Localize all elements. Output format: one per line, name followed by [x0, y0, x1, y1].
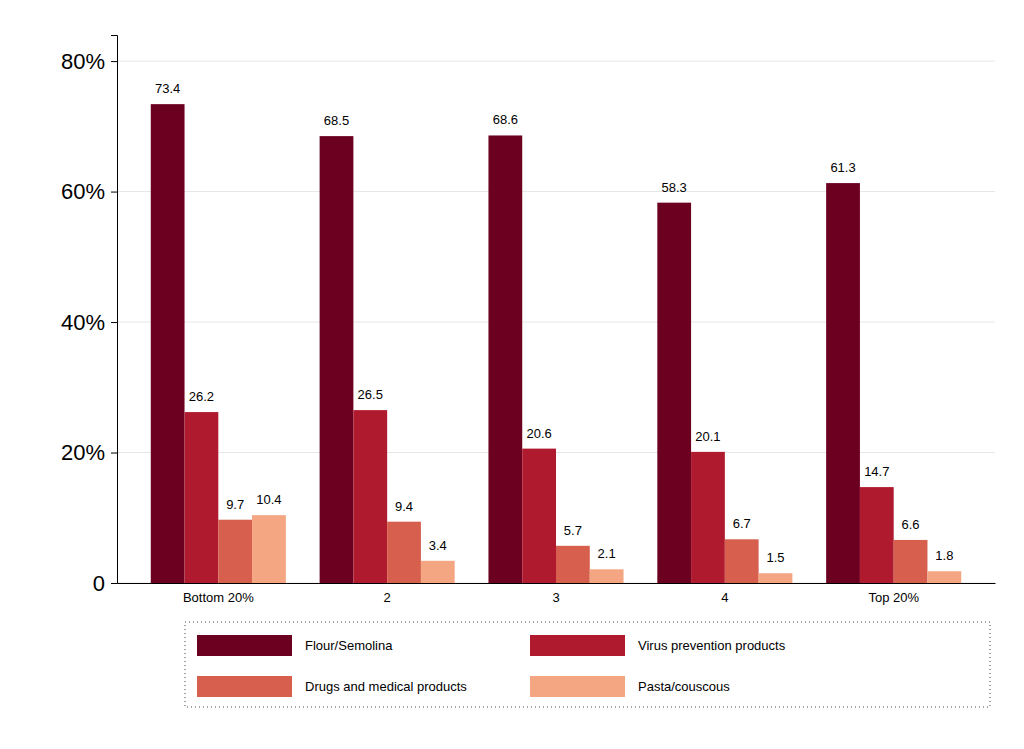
bar	[252, 515, 286, 583]
data-label: 20.6	[526, 426, 551, 441]
bar	[488, 135, 522, 583]
data-label: 9.4	[395, 499, 413, 514]
bar	[927, 571, 961, 583]
x-tick-label: 2	[384, 590, 391, 605]
grid	[117, 61, 995, 583]
y-tick-mark	[111, 322, 117, 323]
data-label: 58.3	[662, 180, 687, 195]
x-tick: Bottom 20%	[183, 590, 254, 605]
data-label: 6.6	[902, 517, 920, 532]
data-label: 6.7	[733, 516, 751, 531]
data-label: 5.7	[564, 523, 582, 538]
legend-label: Virus prevention products	[638, 638, 786, 653]
x-tick-label: Bottom 20%	[183, 590, 254, 605]
data-label: 3.4	[429, 538, 447, 553]
x-axis: Bottom 20% 2 3 4 Top 20%	[118, 584, 996, 606]
bar	[353, 410, 387, 583]
bar	[657, 203, 691, 583]
bar	[725, 539, 759, 583]
bar	[759, 573, 793, 583]
data-label: 26.2	[189, 389, 214, 404]
data-label: 9.7	[226, 497, 244, 512]
legend-item: Flour/Semolina	[197, 635, 393, 656]
legend-label: Flour/Semolina	[305, 638, 393, 653]
bar	[151, 104, 185, 583]
bar	[185, 412, 219, 583]
x-tick: Top 20%	[868, 590, 919, 605]
grid-line	[117, 61, 995, 62]
data-label: 73.4	[155, 81, 180, 96]
bar	[522, 449, 556, 583]
data-label: 26.5	[358, 387, 383, 402]
data-label: 1.5	[766, 550, 784, 565]
data-label: 14.7	[864, 464, 889, 479]
legend-item: Pasta/couscous	[530, 676, 730, 697]
bar	[387, 522, 421, 583]
x-axis-line	[118, 583, 996, 584]
grid-line	[117, 322, 995, 323]
legend-swatch	[530, 635, 625, 656]
chart: 73.4 68.5 68.6 58.3 61.3 26.2 26.5 20.6 20.1 14.7…	[0, 0, 1024, 749]
x-tick: 2	[384, 590, 391, 605]
legend-frame	[185, 622, 990, 707]
y-tick: 40%	[61, 310, 117, 335]
y-tick: 20%	[61, 440, 117, 465]
grid-line	[117, 191, 995, 192]
bars	[151, 104, 961, 583]
y-tick-mark	[111, 192, 117, 193]
legend: Flour/Semolina Virus prevention products D…	[185, 622, 990, 707]
y-axis-line	[111, 36, 118, 584]
y-axis: 0 20% 40% 60% 80%	[61, 36, 118, 596]
y-tick-mark	[111, 583, 117, 584]
legend-item: Drugs and medical products	[197, 676, 467, 697]
data-label: 2.1	[598, 546, 616, 561]
data-label: 68.5	[324, 113, 349, 128]
bar	[894, 540, 928, 583]
x-tick: 3	[552, 590, 559, 605]
data-labels: 73.4 68.5 68.6 58.3 61.3 26.2 26.5 20.6 20.1 14.7…	[155, 81, 953, 565]
x-tick-label: 3	[552, 590, 559, 605]
legend-item: Virus prevention products	[530, 635, 786, 656]
y-tick-label: 40%	[61, 310, 105, 335]
y-tick-label: 80%	[61, 49, 105, 74]
legend-label: Drugs and medical products	[305, 679, 467, 694]
legend-swatch	[197, 676, 292, 697]
y-tick: 0	[93, 571, 117, 596]
y-tick: 80%	[61, 49, 117, 74]
bar	[320, 136, 354, 583]
y-tick-label: 60%	[61, 179, 105, 204]
y-tick-label: 0	[93, 571, 105, 596]
data-label: 68.6	[493, 112, 518, 127]
x-tick-label: Top 20%	[868, 590, 919, 605]
data-label: 10.4	[256, 492, 281, 507]
data-label: 1.8	[935, 548, 953, 563]
bar	[590, 569, 624, 583]
bar	[556, 546, 590, 583]
x-tick: 4	[721, 590, 728, 605]
data-label: 61.3	[830, 160, 855, 175]
y-tick-mark	[111, 61, 117, 62]
legend-swatch	[530, 676, 625, 697]
bar	[421, 561, 455, 583]
legend-swatch	[197, 635, 292, 656]
legend-label: Pasta/couscous	[638, 679, 730, 694]
data-label: 20.1	[695, 429, 720, 444]
y-tick-label: 20%	[61, 440, 105, 465]
bar	[218, 520, 252, 583]
bar	[826, 183, 860, 583]
x-tick-label: 4	[721, 590, 728, 605]
y-tick: 60%	[61, 179, 117, 204]
y-tick-mark	[111, 453, 117, 454]
bar	[860, 487, 894, 583]
bar	[691, 452, 725, 583]
